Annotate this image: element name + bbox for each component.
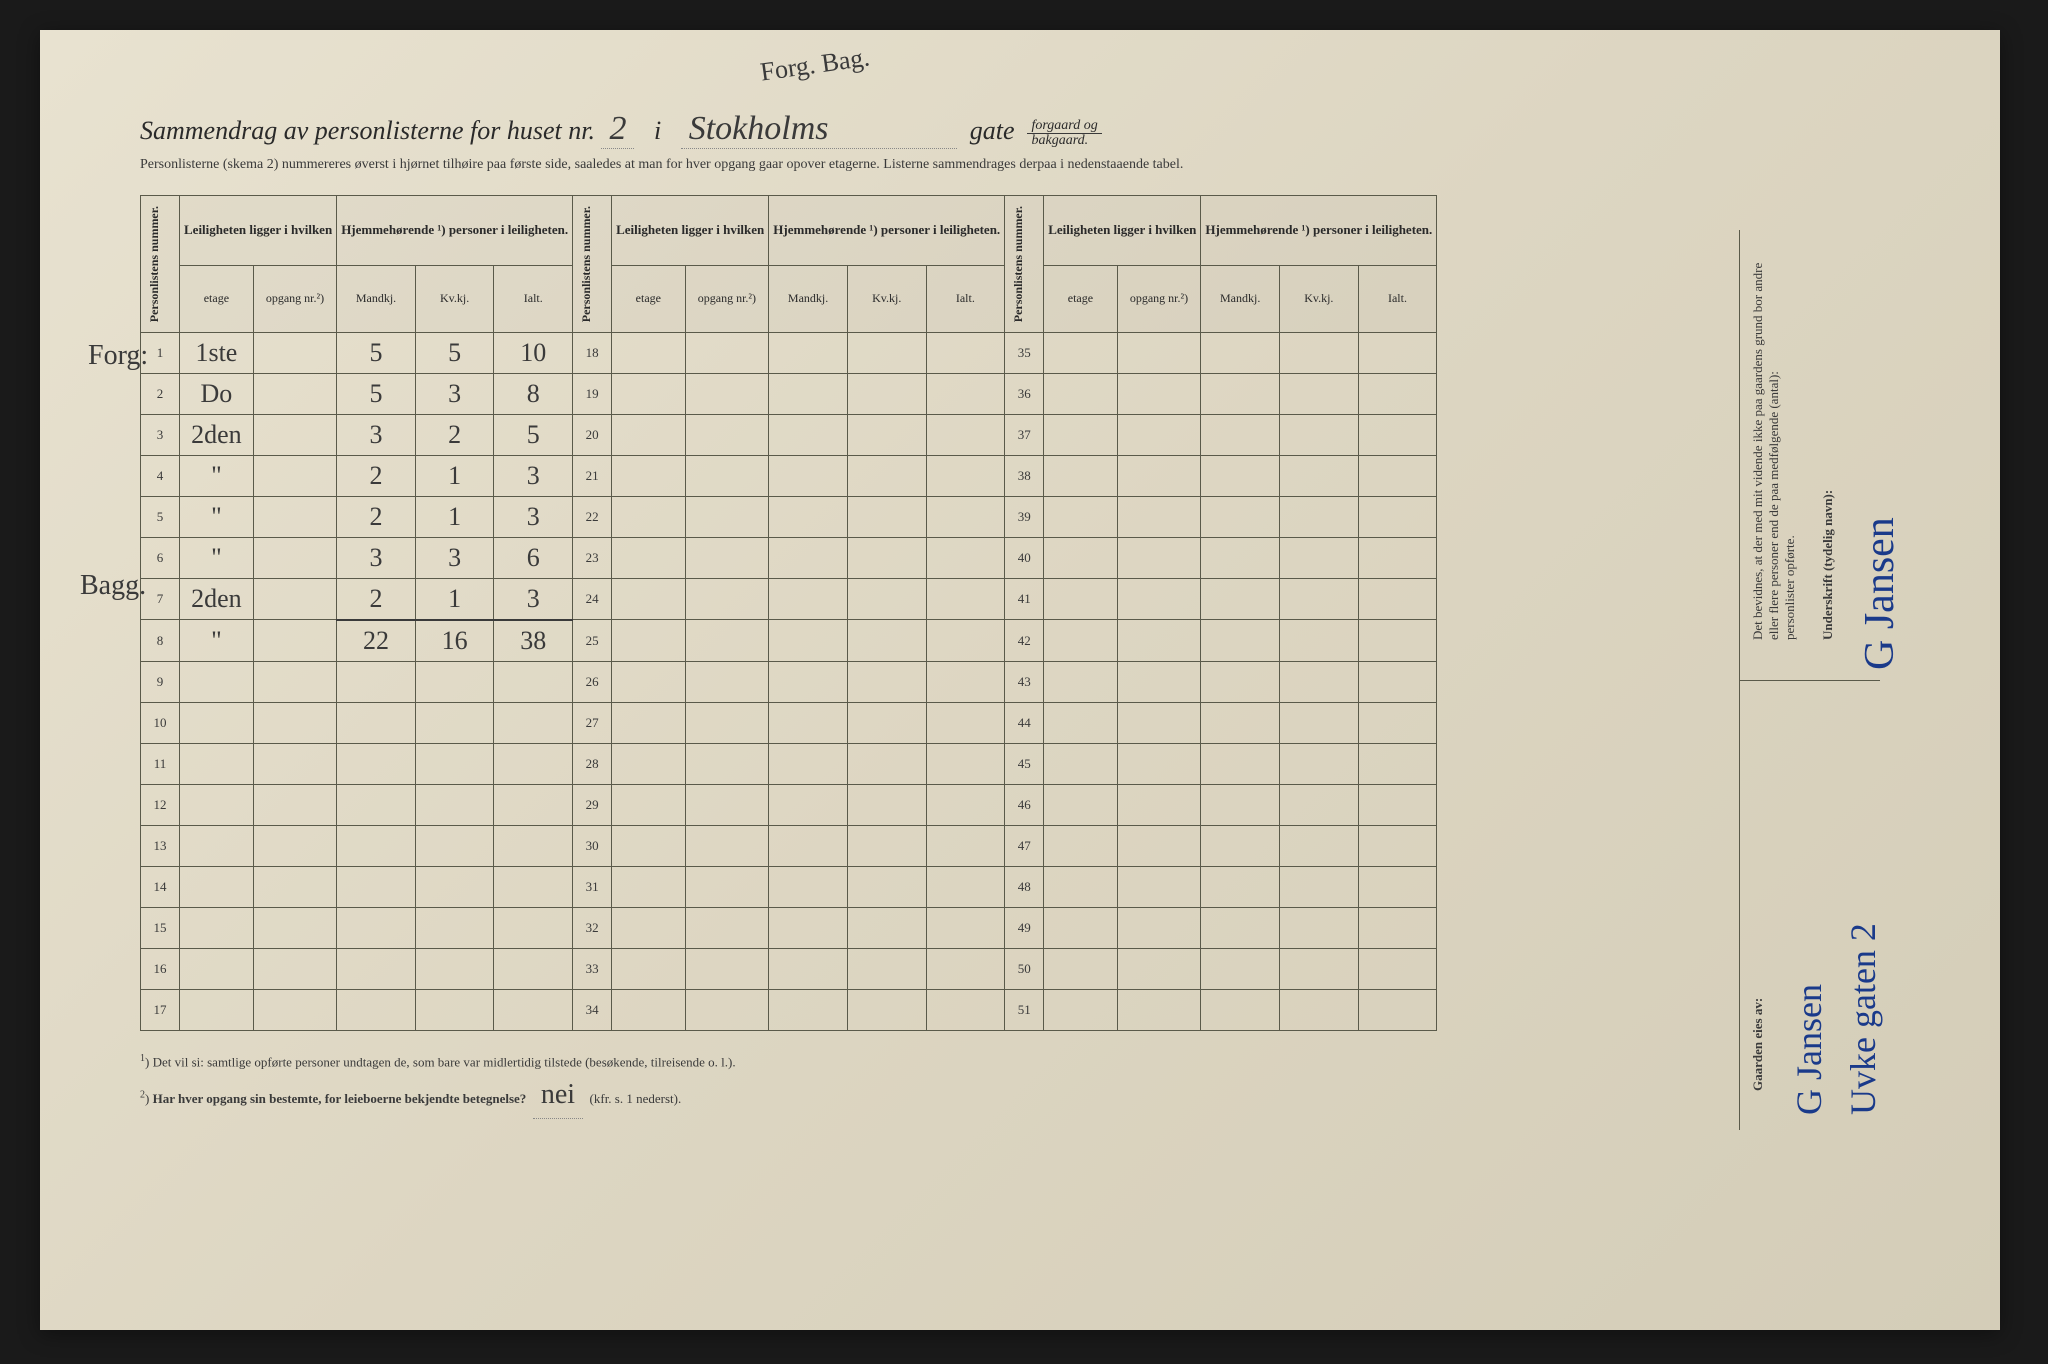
right-attestation-panel: Det bevidnes, at der med mit vidende ikk… [1739,230,1880,1130]
footnote-2-suffix: (kfr. s. 1 nederst). [590,1091,682,1106]
col-hjemme-b: Hjemmehørende ¹) personer i leiligheten. [769,195,1005,265]
table-row: 5"2132239 [141,496,1437,537]
top-margin-scribble: Forg. Bag. [758,42,871,87]
table-row: 6"3362340 [141,537,1437,578]
table-row: 133047 [141,825,1437,866]
form-title: Sammendrag av personlisterne for huset n… [140,110,1940,149]
underskrift-label: Underskrift (tydelig navn): [1810,230,1846,650]
street-name: Stokholms [681,110,957,149]
table-row: 122946 [141,784,1437,825]
form-subtitle: Personlisterne (skema 2) nummereres øver… [140,155,1940,175]
table-row: 143148 [141,866,1437,907]
attestation-text: Det bevidnes, at der med mit vidende ikk… [1740,230,1810,650]
margin-forg: Forg: [88,340,148,372]
table-body: 11ste551018352Do538193632den32520374"213… [141,332,1437,1030]
col-leiligheten-b: Leiligheten ligger i hvilken [612,195,769,265]
table-row: 163350 [141,948,1437,989]
table-row: 72den2132441 [141,578,1437,620]
summary-table: Personlistens nummer. Leiligheten ligger… [140,195,1437,1031]
table-row: 2Do5381936 [141,373,1437,414]
table-row: 92643 [141,661,1437,702]
col-personlistens-a: Personlistens nummer. [145,198,164,330]
signature-1: G Jansen [1846,230,1914,680]
table-row: 153249 [141,907,1437,948]
table-row: 4"2132138 [141,455,1437,496]
table-row: 112845 [141,743,1437,784]
title-prefix: Sammendrag av personlisterne for huset n… [140,116,595,145]
footnote-2-prefix: Har hver opgang sin bestemte, for leiebo… [153,1091,527,1106]
margin-bagg: Bagg. [80,570,146,602]
title-mid: i [654,116,661,145]
col-hjemme-a: Hjemmehørende ¹) personer i leiligheten. [337,195,573,265]
table-row: 32den3252037 [141,414,1437,455]
table-row: 11ste55101835 [141,332,1437,373]
table-row: 173451 [141,989,1437,1030]
col-hjemme-c: Hjemmehørende ¹) personer i leiligheten. [1201,195,1437,265]
col-personlistens-b: Personlistens nummer. [577,198,596,330]
col-personlistens-c: Personlistens nummer. [1009,198,1028,330]
col-leiligheten-a: Leiligheten ligger i hvilken [180,195,337,265]
signature-2: G Jansen [1782,681,1836,1121]
footnote-1: Det vil si: samtlige opførte personer un… [153,1054,736,1069]
census-form-page: Forg. Bag. Sammendrag av personlisterne … [40,30,2000,1330]
house-number: 2 [601,110,634,149]
footnote-2-answer: nei [533,1073,583,1119]
table-row: 8"2216382542 [141,620,1437,662]
forgaard-bakgaard: forgaard og bakgaard. [1027,119,1101,148]
title-suffix: gate [970,116,1015,145]
table-row: 102744 [141,702,1437,743]
footnotes: 1) Det vil si: samtlige opførte personer… [140,1051,1940,1119]
gaarden-label: Gaarden eies av: [1740,681,1782,1101]
col-leiligheten-c: Leiligheten ligger i hvilken [1044,195,1201,265]
owner-address: Uvke gaten 2 [1836,681,1890,1121]
